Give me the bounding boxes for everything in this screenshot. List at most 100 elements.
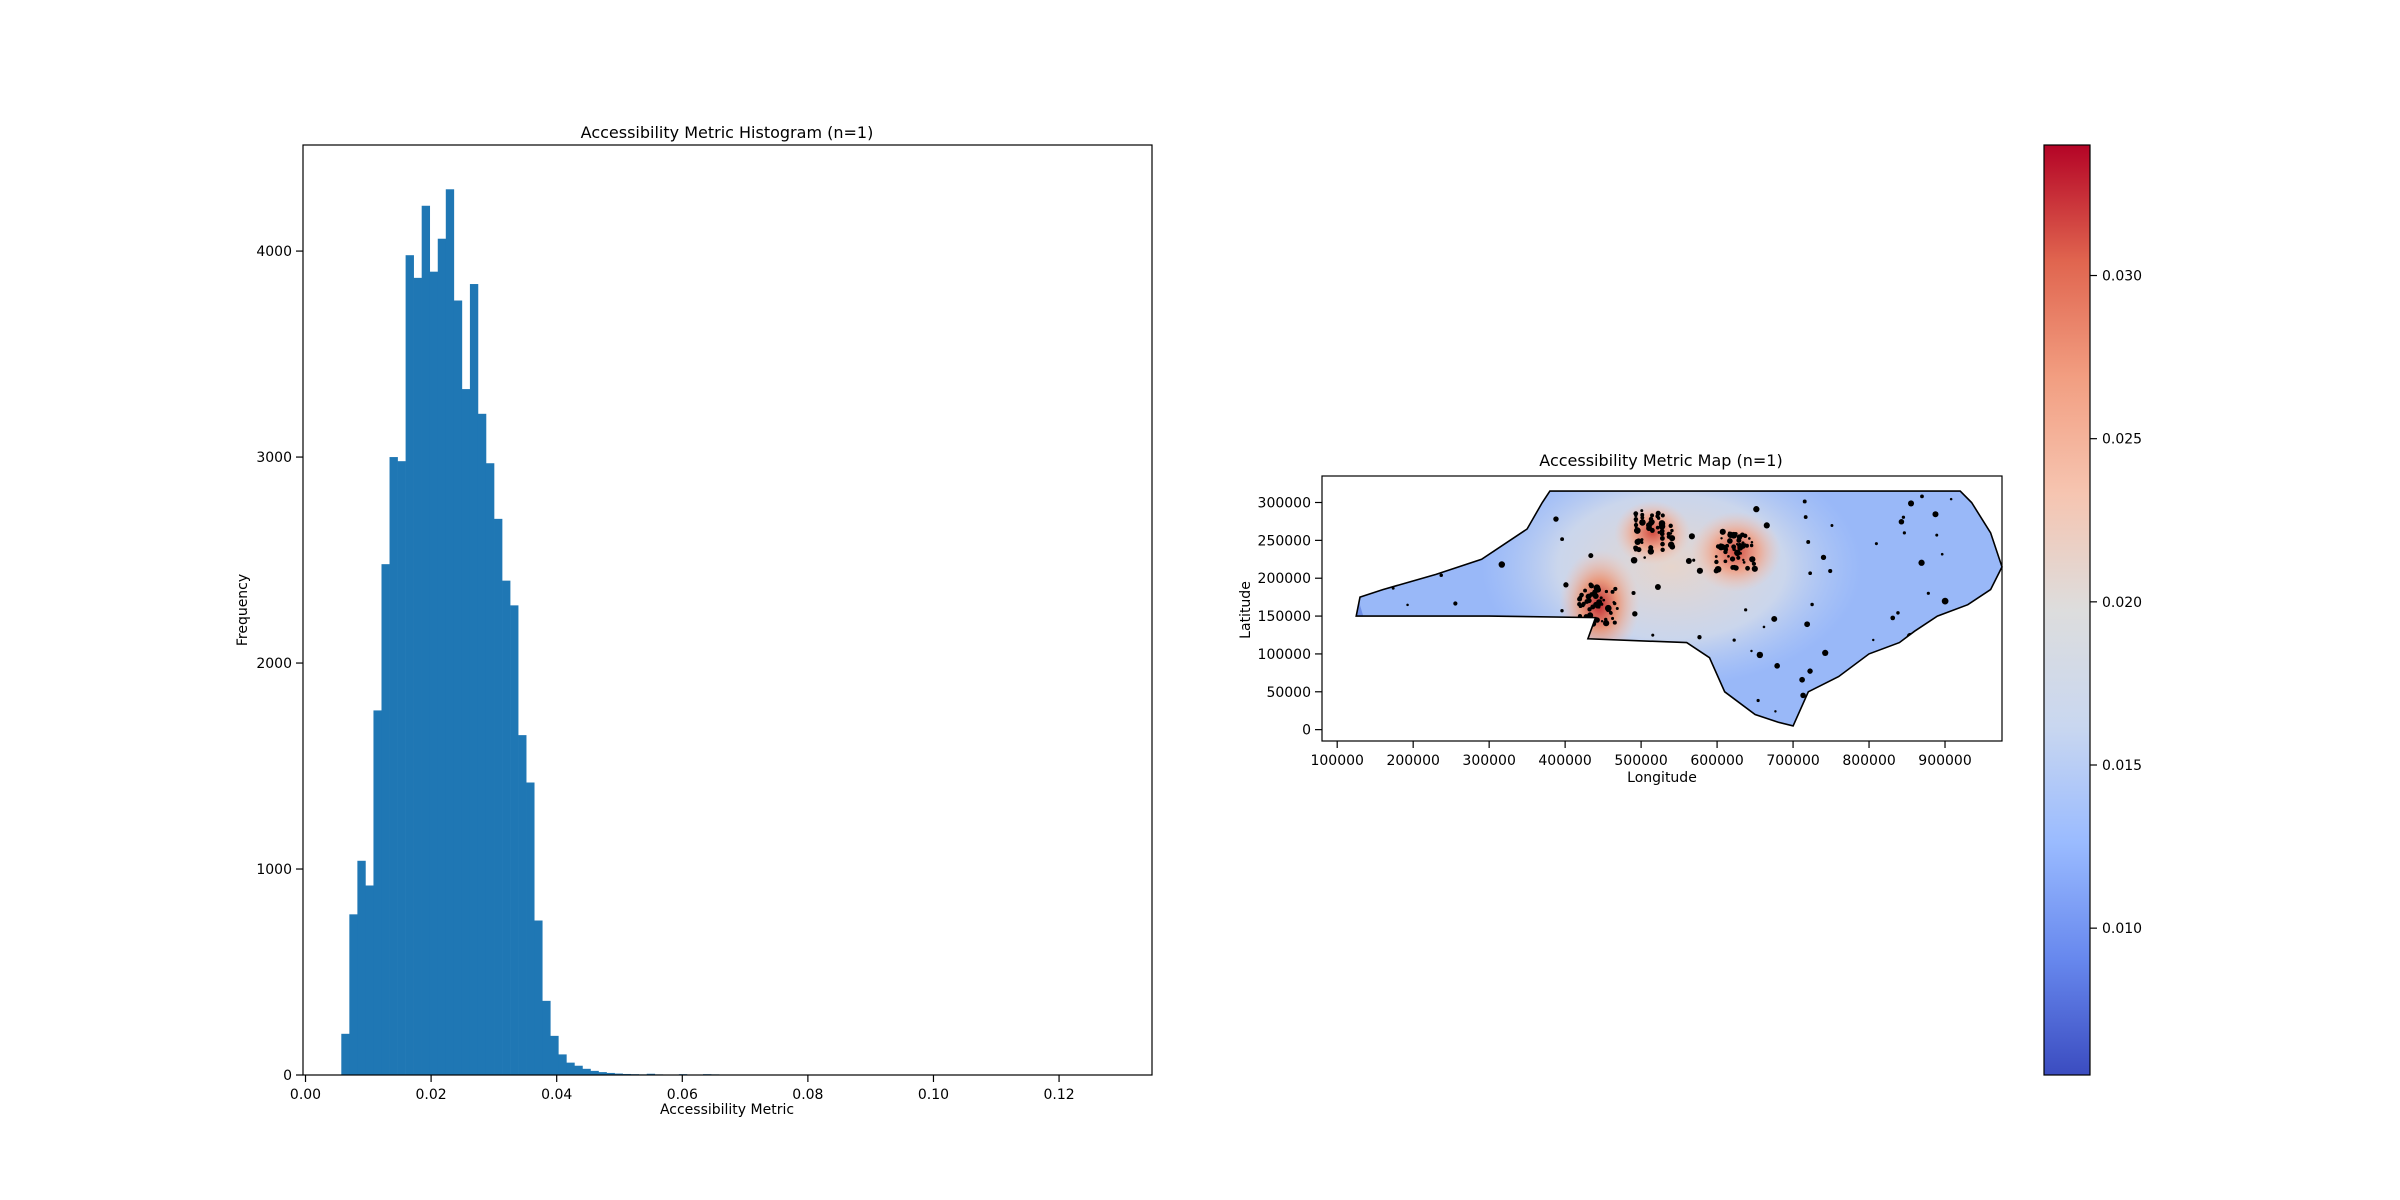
map-point <box>1630 556 1638 564</box>
histogram-x-axis-label: Accessibility Metric <box>660 1102 794 1118</box>
histogram-y-ticks: 0 1000 2000 3000 4000 <box>256 244 303 1084</box>
map-point <box>1450 554 1455 559</box>
map-point <box>1563 582 1569 588</box>
map-point <box>1654 584 1661 590</box>
map-point <box>1667 541 1675 548</box>
map-point <box>1750 649 1753 653</box>
histogram-bar <box>518 735 527 1075</box>
histogram-bar <box>413 277 422 1075</box>
map-point <box>1537 674 1545 682</box>
map-title: Accessibility Metric Map (n=1) <box>1539 451 1782 470</box>
map-point <box>1485 617 1491 623</box>
histogram-bar <box>526 782 535 1075</box>
map-point <box>1727 554 1730 558</box>
histogram-title: Accessibility Metric Histogram (n=1) <box>581 123 874 142</box>
map-point <box>1669 535 1673 540</box>
histogram-bar <box>437 238 447 1075</box>
map-x-tick-label: 400000 <box>1538 753 1591 769</box>
map-point <box>1803 515 1808 519</box>
map-y-tick-label: 0 <box>1302 723 1311 739</box>
map-point <box>1592 675 1597 680</box>
map-point <box>1608 610 1613 615</box>
map-point <box>1660 547 1665 552</box>
histogram-x-tick-label: 0.10 <box>918 1087 949 1103</box>
map-point <box>1524 648 1530 654</box>
map-point <box>1647 548 1654 555</box>
map-point <box>1668 523 1673 528</box>
map-point <box>1820 554 1827 561</box>
histogram-bar <box>389 457 398 1075</box>
colorbar: 0.010 0.015 0.020 0.025 0.030 <box>2043 144 2142 1076</box>
map-point <box>1804 621 1811 628</box>
histogram-bar <box>510 605 519 1075</box>
map-point <box>1588 553 1594 559</box>
map-point <box>1932 511 1939 518</box>
map-point <box>1640 512 1645 517</box>
map-point <box>1890 615 1896 621</box>
map-point <box>1361 534 1365 539</box>
map-point <box>1856 670 1863 677</box>
map-point <box>1587 607 1592 612</box>
map-point <box>1433 558 1439 564</box>
map-x-tick-label: 100000 <box>1310 753 1363 769</box>
map-point <box>1756 698 1760 703</box>
map-point <box>1429 495 1436 502</box>
map-point <box>1579 592 1584 598</box>
map-point <box>1874 542 1878 546</box>
map-point <box>1421 562 1427 567</box>
histogram-bar <box>405 255 414 1075</box>
map-point <box>1429 672 1435 679</box>
map-point <box>1599 596 1603 600</box>
histogram-bar <box>502 580 511 1075</box>
map-point <box>1650 513 1655 518</box>
map-point <box>1692 558 1696 562</box>
histogram-y-tick-label: 2000 <box>256 656 292 672</box>
histogram-bar <box>590 1070 599 1075</box>
map-point <box>1602 598 1606 602</box>
map-point <box>1669 532 1673 535</box>
map-point <box>1406 603 1409 607</box>
map-point <box>1742 558 1745 562</box>
map-point <box>1872 638 1875 642</box>
map-point <box>1771 615 1778 622</box>
map-point <box>1408 664 1415 671</box>
histogram-bar <box>485 463 495 1075</box>
map-point <box>1615 607 1619 611</box>
histogram-bar <box>614 1073 623 1075</box>
map-point <box>1713 568 1719 574</box>
map-point <box>1751 565 1758 572</box>
map-point <box>1743 543 1747 546</box>
map-point <box>1920 494 1924 499</box>
map-x-ticks: 100000 200000 300000 400000 500000 600000 7000… <box>1310 741 1972 769</box>
map-point <box>1631 700 1637 707</box>
map-point <box>1408 655 1413 659</box>
map-point <box>1603 620 1610 627</box>
map-point <box>1935 533 1939 537</box>
map-point <box>1736 537 1742 543</box>
map-point <box>1744 608 1748 612</box>
histogram-x-tick-label: 0.04 <box>541 1087 572 1103</box>
map-x-tick-label: 200000 <box>1386 753 1439 769</box>
map-state-outline <box>1355 490 2003 727</box>
map-x-tick-label: 800000 <box>1842 753 1895 769</box>
map-point <box>1725 543 1730 548</box>
map-point <box>1729 556 1736 562</box>
map-point <box>1562 638 1568 644</box>
map-point <box>1587 685 1593 692</box>
map-point <box>1453 601 1458 606</box>
map-point <box>1901 515 1906 519</box>
histogram-y-tick-label: 4000 <box>256 244 292 260</box>
histogram-y-tick-label: 0 <box>283 1068 292 1084</box>
histogram-x-tick-label: 0.12 <box>1043 1087 1074 1103</box>
histogram-bar <box>357 860 366 1075</box>
histogram-y-tick-label: 3000 <box>256 450 292 466</box>
map-point <box>1581 603 1585 608</box>
map-x-tick-label: 600000 <box>1690 753 1743 769</box>
map-point <box>1854 703 1859 708</box>
map-point <box>1749 556 1756 563</box>
colorbar-ticks: 0.010 0.015 0.020 0.025 0.030 <box>2090 269 2142 937</box>
map-point <box>1427 565 1433 570</box>
map-point <box>1714 555 1718 558</box>
histogram-bar <box>566 1062 575 1075</box>
colorbar-tick-label: 0.025 <box>2102 432 2142 448</box>
